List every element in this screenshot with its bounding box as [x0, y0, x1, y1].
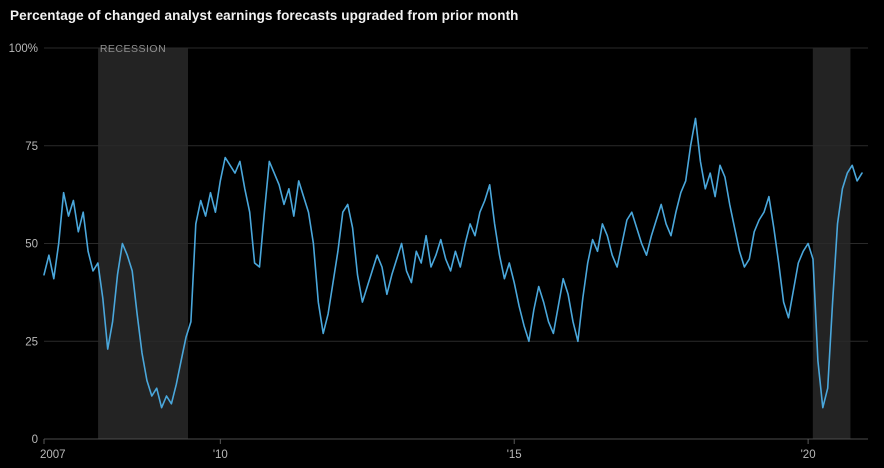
- y-axis-label: 100%: [9, 43, 38, 55]
- x-axis-label: '10: [213, 449, 228, 461]
- y-axis-label: 50: [25, 239, 38, 251]
- recession-label: RECESSION: [100, 43, 166, 55]
- y-axis-label: 0: [32, 434, 38, 446]
- y-axis-label: 25: [25, 336, 38, 348]
- x-axis-label: '20: [801, 449, 816, 461]
- x-axis-label: '15: [507, 449, 522, 461]
- x-axis-label: 2007: [40, 449, 66, 461]
- series-line: [43, 117, 863, 409]
- y-axis-label: 75: [25, 141, 38, 153]
- chart-title: Percentage of changed analyst earnings f…: [10, 8, 519, 23]
